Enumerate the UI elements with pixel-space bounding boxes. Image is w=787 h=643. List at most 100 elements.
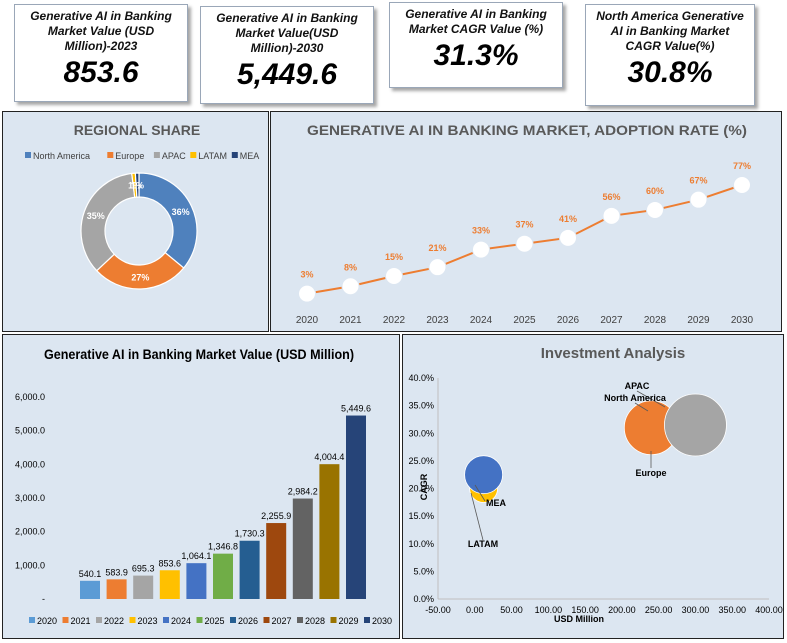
bar-data-label: 1,346.8 — [208, 542, 238, 552]
x-tick-label: 2025 — [513, 315, 536, 326]
bubble-label: APAC — [625, 381, 650, 391]
regional-share-panel: REGIONAL SHARE North America Europe APAC LA… — [2, 111, 269, 332]
legend-label: LATAM — [198, 151, 227, 161]
bar — [239, 540, 260, 599]
adoption-point — [428, 258, 447, 277]
x-tick-label: 200.00 — [608, 605, 636, 615]
legend-label: North America — [33, 151, 90, 161]
x-tick-label: 100.00 — [535, 605, 563, 615]
y-tick-label: 4,000.0 — [15, 459, 45, 469]
adoption-point — [646, 200, 664, 219]
bubble-label: North America — [604, 393, 667, 403]
leader-line — [636, 390, 666, 408]
adoption-point — [515, 234, 534, 253]
kpi-label: Generative AI in Banking Market Value (U… — [30, 9, 172, 53]
bar — [266, 523, 287, 599]
legend-swatch — [29, 617, 35, 623]
bar-data-label: 853.6 — [159, 558, 182, 568]
legend-swatch — [196, 617, 203, 623]
slice-data-label: 36% — [172, 207, 190, 217]
slice-data-label: 1% — [128, 181, 141, 191]
bubble-label: LATAM — [468, 539, 498, 549]
y-tick-label: 35.0% — [408, 401, 434, 411]
kpi-value: 30.8% — [627, 56, 713, 89]
bubble-apac — [664, 393, 727, 457]
y-tick-label: 30.0% — [408, 428, 434, 438]
legend-label: 2026 — [238, 616, 258, 626]
legend-swatch — [231, 152, 238, 158]
market-value-bar-chart: Generative AI in Banking Market Value (U… — [15, 346, 392, 626]
bar — [133, 575, 154, 599]
x-tick-label: 2029 — [687, 315, 710, 326]
adoption-point — [472, 240, 490, 259]
legend-label: MEA — [240, 151, 260, 161]
bar — [346, 415, 366, 599]
y-tick-label: 15.0% — [408, 511, 434, 521]
chart-title: GENERATIVE AI IN BANKING MARKET, ADOPTIO… — [307, 122, 747, 138]
y-axis-title: CAGR — [419, 473, 429, 500]
bar-data-label: 2,984.2 — [288, 487, 318, 497]
y-tick-label: 5,000.0 — [15, 426, 45, 436]
market-value-panel: Generative AI in Banking Market Value (U… — [2, 334, 400, 639]
donut-slice — [138, 172, 198, 269]
adoption-point — [602, 206, 621, 225]
legend-label: 2027 — [272, 616, 292, 626]
x-tick-label: -50.00 — [425, 605, 451, 615]
chart-title: Investment Analysis — [541, 345, 686, 362]
bar-data-label: 5,449.6 — [341, 404, 371, 414]
legend-swatch — [62, 617, 69, 623]
y-tick-label: 40.0% — [408, 373, 434, 383]
legend-swatch — [25, 152, 31, 158]
legend-label: 2030 — [372, 616, 392, 626]
kpi-label: Generative AI in Banking Market Value(US… — [216, 11, 358, 55]
bar — [106, 579, 127, 599]
legend-label: 2028 — [305, 616, 325, 626]
x-tick-label: 2020 — [296, 315, 319, 326]
bubble-label: MEA — [486, 498, 507, 508]
kpi-value: 5,449.6 — [236, 58, 338, 91]
legend-swatch — [364, 617, 370, 623]
x-axis-title: USD Million — [554, 614, 604, 624]
adoption-data-label: 33% — [472, 226, 490, 236]
x-tick-label: 0.00 — [466, 605, 484, 615]
x-tick-label: 50.00 — [500, 605, 523, 615]
investment-analysis-panel: Investment Analysis 40.0% 35.0% 30.0% 25.0%… — [402, 334, 784, 639]
bubble-label: Europe — [635, 468, 666, 478]
y-tick-label: 20.0% — [408, 484, 434, 494]
adoption-point — [733, 176, 751, 194]
x-tick-label: 150.00 — [571, 605, 599, 615]
slice-data-label: 35% — [87, 211, 105, 221]
kpi-card-market-value-2030: Generative AI in Banking Market Value(US… — [200, 6, 374, 104]
slice-data-label: 27% — [131, 272, 149, 282]
kpi-value: 31.3% — [433, 39, 519, 72]
y-tick-label: 3,000.0 — [15, 493, 45, 503]
bubble-mea — [464, 455, 504, 495]
y-tick-label: 0.0% — [413, 594, 434, 604]
x-tick-label: 2028 — [644, 315, 667, 326]
legend-label: 2029 — [339, 616, 359, 626]
kpi-card-cagr: Generative AI in Banking Market CAGR Val… — [389, 2, 563, 88]
kpi-card-north-america-cagr: North America Generative AI in Banking M… — [585, 4, 755, 106]
kpi-value: 853.6 — [63, 56, 139, 89]
kpi-label: North America Generative AI in Banking M… — [596, 9, 744, 53]
bar-data-label: 1,064.1 — [181, 551, 211, 561]
legend-swatch — [153, 152, 160, 158]
leader-line — [634, 402, 649, 412]
legend-label: 2022 — [104, 616, 124, 626]
investment-analysis-bubble-chart: Investment Analysis 40.0% 35.0% 30.0% 25.0%… — [408, 345, 783, 624]
y-tick-label: 25.0% — [408, 456, 434, 466]
legend-label: 2020 — [37, 616, 57, 626]
bar-data-label: 2,255.9 — [261, 511, 291, 521]
kpi-label: Generative AI in Banking Market CAGR Val… — [405, 7, 547, 36]
bar-data-label: 1,730.3 — [235, 529, 265, 539]
legend-swatch — [107, 152, 114, 158]
y-tick-label: 10.0% — [408, 539, 434, 549]
legend-swatch — [263, 617, 270, 623]
legend-swatch — [330, 617, 337, 623]
x-tick-label: 2021 — [339, 315, 362, 326]
legend-label: 2025 — [205, 616, 225, 626]
chart-title: Generative AI in Banking Market Value (U… — [44, 346, 354, 362]
x-tick-label: 400.00 — [755, 605, 783, 615]
x-tick-label: 2023 — [426, 315, 449, 326]
x-tick-label: 350.00 — [718, 605, 746, 615]
